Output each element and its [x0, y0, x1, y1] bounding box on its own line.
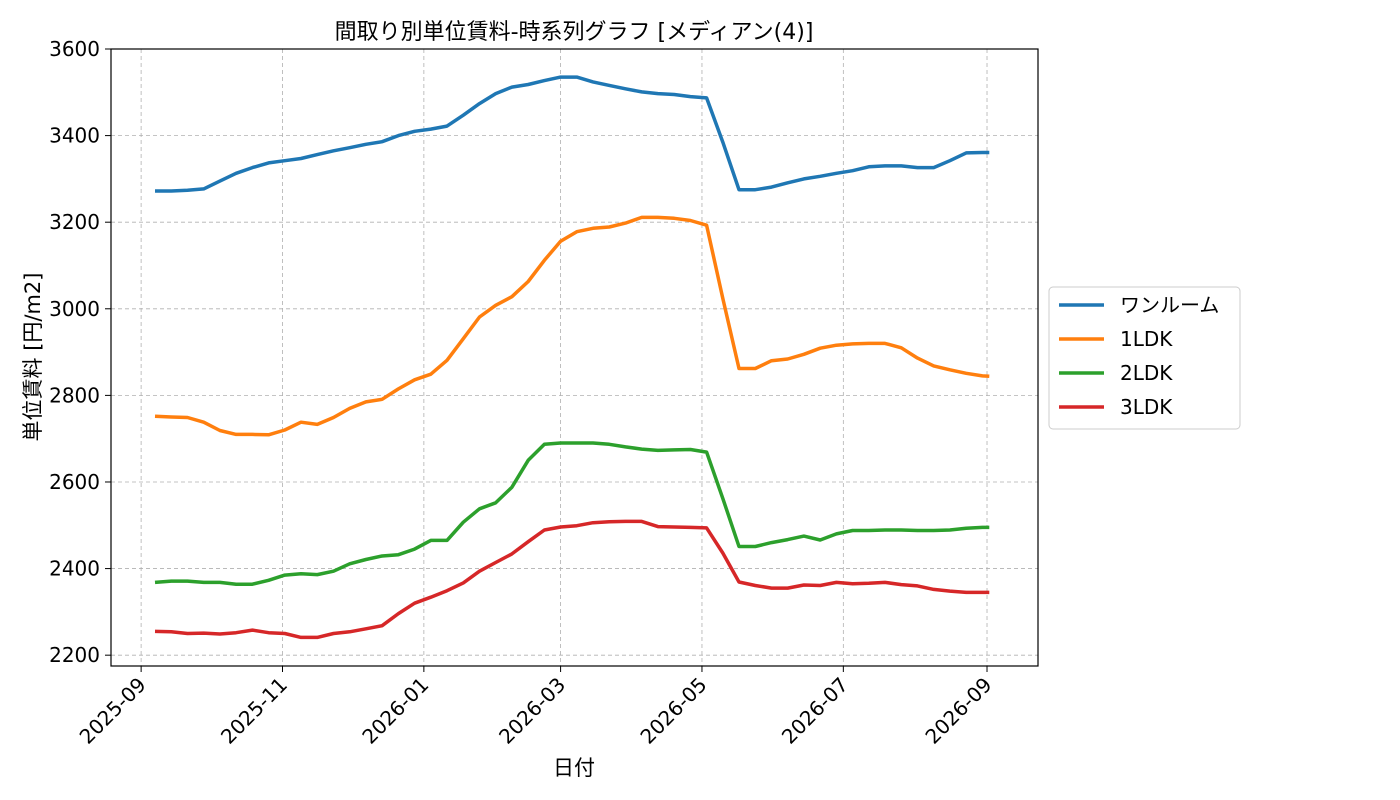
- y-tick-label: 3200: [49, 210, 100, 234]
- y-tick-label: 2200: [49, 643, 100, 667]
- y-tick-label: 2600: [49, 470, 100, 494]
- y-tick-label: 3400: [49, 124, 100, 148]
- series-lines: [154, 75, 990, 640]
- legend-label: 2LDK: [1120, 361, 1173, 385]
- chart-title: 間取り別単位賃料-時系列グラフ [メディアン(4)]: [335, 20, 814, 45]
- y-tick-label: 2800: [49, 383, 100, 407]
- y-tick-label: 3000: [49, 297, 100, 321]
- series-line-4: [154, 519, 990, 640]
- series-line-3: [154, 441, 990, 586]
- series-line-2: [154, 215, 990, 437]
- legend-label: 3LDK: [1120, 395, 1173, 419]
- y-tick-label: 3600: [49, 37, 100, 61]
- x-axis-title: 日付: [553, 756, 595, 780]
- series-line-1: [155, 75, 990, 193]
- legend-label: ワンルーム: [1120, 293, 1219, 317]
- legend-box: [1048, 286, 1241, 430]
- y-tick-label: 2400: [49, 557, 100, 581]
- legend: ワンルーム 1LDK 2LDK 3LDK: [1048, 286, 1241, 430]
- y-axis: 2200 2400 2600 2800 3000 3200 3400 3600: [49, 37, 111, 667]
- legend-label: 1LDK: [1120, 327, 1173, 351]
- y-axis-title: 単位賃料 [円/m2]: [21, 273, 45, 442]
- plot-area-frame: [110, 48, 1039, 667]
